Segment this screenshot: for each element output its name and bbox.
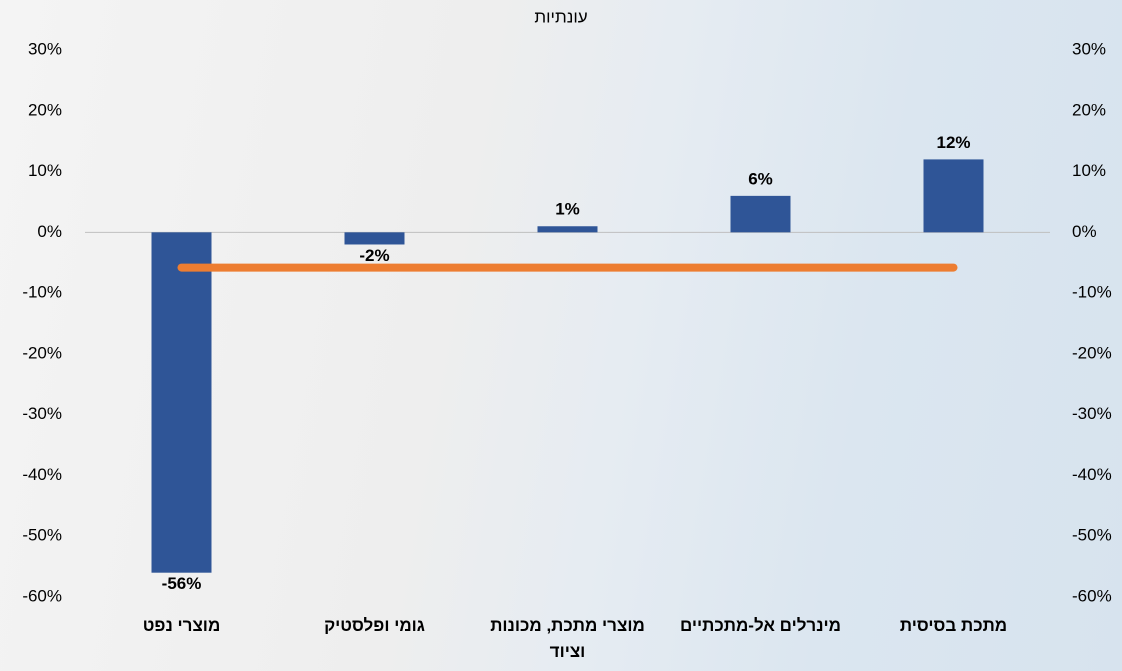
y2-tick-label: -50% (1072, 526, 1112, 545)
y2-tick-label: 30% (1072, 39, 1106, 58)
y-tick-label: -50% (22, 526, 62, 545)
y-tick-label: -40% (22, 465, 62, 484)
y2-tick-label: -10% (1072, 283, 1112, 302)
bar (345, 232, 405, 244)
x-tick-label: מתכת בסיסית (869, 613, 1039, 639)
x-tick-label: גומי ופלסטיק (290, 613, 460, 639)
y-tick-label: 0% (37, 222, 62, 241)
y-tick-label: -10% (22, 283, 62, 302)
data-label: -56% (162, 574, 202, 593)
y2-tick-label: -40% (1072, 465, 1112, 484)
bar (538, 226, 598, 232)
bar (152, 232, 212, 572)
y2-tick-label: -30% (1072, 404, 1112, 423)
bar (731, 196, 791, 232)
data-label: -2% (359, 246, 389, 265)
data-label: 1% (555, 200, 580, 219)
y-tick-label: 30% (28, 39, 62, 58)
x-tick-label: מוצרי נפט (97, 613, 267, 639)
y2-tick-label: -60% (1072, 586, 1112, 605)
y2-tick-label: -20% (1072, 343, 1112, 362)
y2-tick-label: 0% (1072, 222, 1097, 241)
y2-tick-label: 20% (1072, 100, 1106, 119)
chart: עונתיות -60% -50% -40% -30% -20% -10% 0% 10% 20%… (0, 0, 1122, 671)
y2-tick-label: 10% (1072, 161, 1106, 180)
bar (924, 159, 984, 232)
chart-title: עונתיות (534, 7, 587, 26)
x-tick-label: מוצרי מתכת, מכונות וציוד (483, 613, 653, 665)
x-tick-label: מינרלים אל-מתכתיים (676, 613, 846, 639)
y-tick-label: 10% (28, 161, 62, 180)
data-label: 12% (936, 133, 970, 152)
data-label: 6% (748, 169, 773, 188)
y-tick-label: -30% (22, 404, 62, 423)
y-tick-label: 20% (28, 100, 62, 119)
y-tick-label: -20% (22, 343, 62, 362)
chart-svg: עונתיות -60% -50% -40% -30% -20% -10% 0% 10% 20%… (0, 0, 1122, 671)
y-tick-label: -60% (22, 586, 62, 605)
